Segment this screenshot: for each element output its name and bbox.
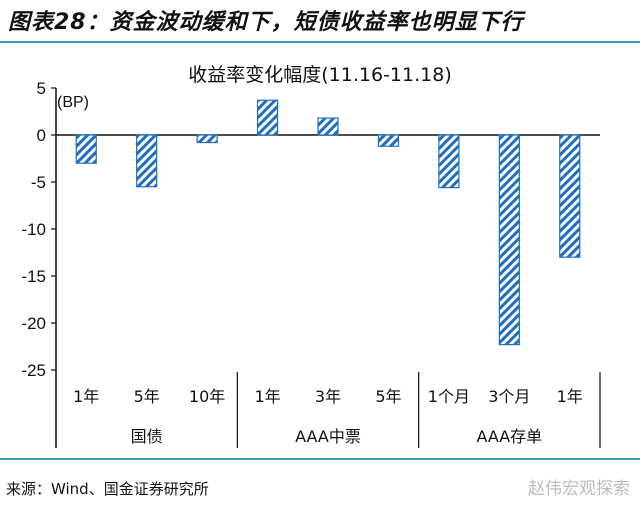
x-category-label: 10年 <box>189 387 225 406</box>
bar <box>559 134 581 258</box>
figure-title: 图表28：资金波动缓和下，短债收益率也明显下行 <box>8 10 524 35</box>
source-note: 来源：Wind、国金证券研究所 <box>6 480 209 498</box>
watermark: 赵伟宏观探索 <box>528 479 630 499</box>
x-group-label: AAA存单 <box>476 427 542 446</box>
x-category-label: 1年 <box>557 387 583 406</box>
chart-title: 收益率变化幅度(11.16-11.18) <box>188 64 452 86</box>
x-category-label: 5年 <box>134 387 160 406</box>
y-tick-label: -25 <box>21 361 46 380</box>
bar <box>256 99 279 136</box>
bar <box>377 134 400 147</box>
y-tick-label: -5 <box>31 173 46 192</box>
x-group-label: AAA中票 <box>295 427 361 446</box>
bar <box>498 134 520 346</box>
footer-divider <box>0 458 640 460</box>
y-unit-label: (BP) <box>57 94 89 111</box>
y-tick-label: -15 <box>21 267 46 286</box>
x-category-label: 5年 <box>375 387 401 406</box>
x-category-label: 1个月 <box>428 387 470 406</box>
bar <box>317 117 339 136</box>
y-tick-label: 0 <box>37 126 46 145</box>
bar <box>136 134 158 188</box>
y-tick-label: 5 <box>37 79 46 98</box>
bar <box>75 134 97 164</box>
x-category-label: 1年 <box>254 387 280 406</box>
y-tick-label: -10 <box>21 220 46 239</box>
title-divider <box>0 41 640 43</box>
y-tick-label: -20 <box>21 314 46 333</box>
x-category-label: 1年 <box>73 387 99 406</box>
x-category-label: 3个月 <box>488 387 530 406</box>
x-category-label: 3年 <box>315 387 341 406</box>
x-group-label: 国债 <box>131 427 163 446</box>
bar <box>196 134 218 144</box>
bar <box>438 134 460 189</box>
chart-bars <box>75 99 581 346</box>
